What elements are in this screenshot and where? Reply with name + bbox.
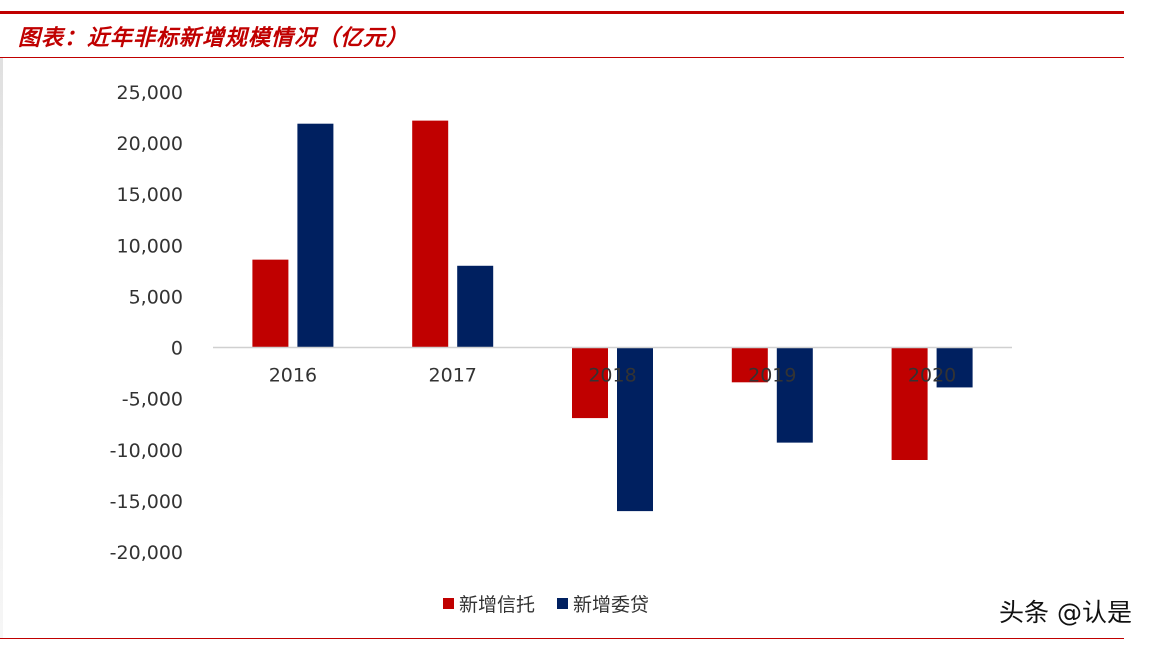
y-tick-label: 5,000: [129, 286, 183, 308]
bars: [252, 120, 973, 512]
y-tick-label: 25,000: [117, 82, 183, 104]
y-axis: 25,000 20,000 15,000 10,000 5,000 0 -5,000 -10,…: [110, 82, 183, 564]
legend-label-entrusted: 新增委贷: [573, 594, 650, 616]
legend: 新增信托 新增委贷: [443, 590, 671, 617]
y-tick-label: 15,000: [117, 184, 183, 206]
y-tick-label: -15,000: [110, 491, 183, 513]
bar-trust-2018: [572, 347, 608, 419]
bar-entrusted-2020: [936, 347, 973, 388]
bottom-rule: [0, 638, 1124, 639]
page-title: 图表：近年非标新增规模情况（亿元）: [18, 26, 410, 51]
bar-entrusted-2019: [776, 347, 813, 443]
x-tick-label: 2016: [269, 365, 317, 387]
x-tick-label: 2017: [429, 365, 477, 387]
x-tick-label: 2018: [588, 365, 636, 387]
bar-trust-2017: [412, 120, 449, 348]
y-tick-label: 0: [171, 338, 183, 360]
legend-swatch-entrusted: [557, 598, 569, 609]
y-tick-label: -10,000: [110, 440, 183, 462]
y-tick-label: -20,000: [110, 542, 183, 564]
top-rule: [0, 11, 1124, 14]
x-tick-label: 2019: [748, 365, 796, 387]
legend-swatch-trust: [443, 598, 454, 609]
x-axis: 2016 2017 2018 2019 2020: [269, 365, 957, 387]
title-rule: [0, 57, 1124, 58]
y-tick-label: 20,000: [117, 133, 183, 155]
x-tick-label: 2020: [908, 365, 956, 387]
y-tick-label: 10,000: [117, 235, 183, 257]
bar-entrusted-2017: [457, 265, 494, 348]
bar-trust-2016: [252, 259, 289, 348]
bar-trust-2019: [731, 347, 768, 383]
left-edge-shadow: [0, 58, 3, 638]
bar-entrusted-2016: [297, 123, 334, 348]
watermark: 头条 @认是: [999, 598, 1132, 627]
legend-item-trust: 新增信托: [443, 590, 535, 617]
legend-label-trust: 新增信托: [459, 594, 536, 616]
bar-trust-2020: [891, 347, 928, 460]
bar-entrusted-2018: [617, 347, 653, 512]
y-tick-label: -5,000: [122, 389, 183, 411]
legend-item-entrusted: 新增委贷: [557, 590, 649, 617]
